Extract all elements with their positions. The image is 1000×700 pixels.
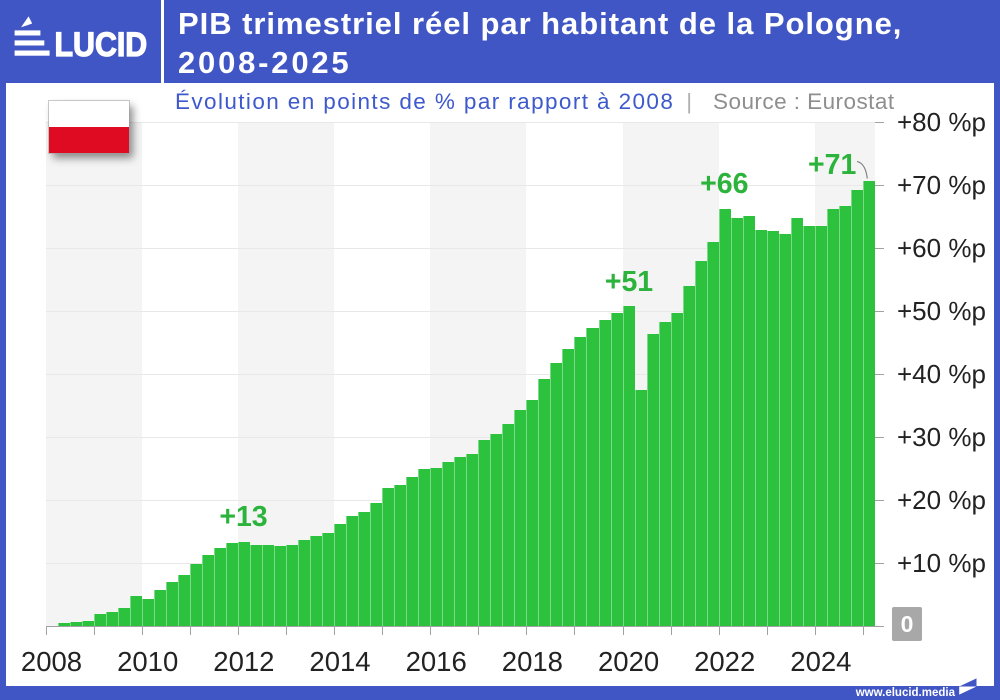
- svg-text:LUCID: LUCID: [55, 25, 148, 63]
